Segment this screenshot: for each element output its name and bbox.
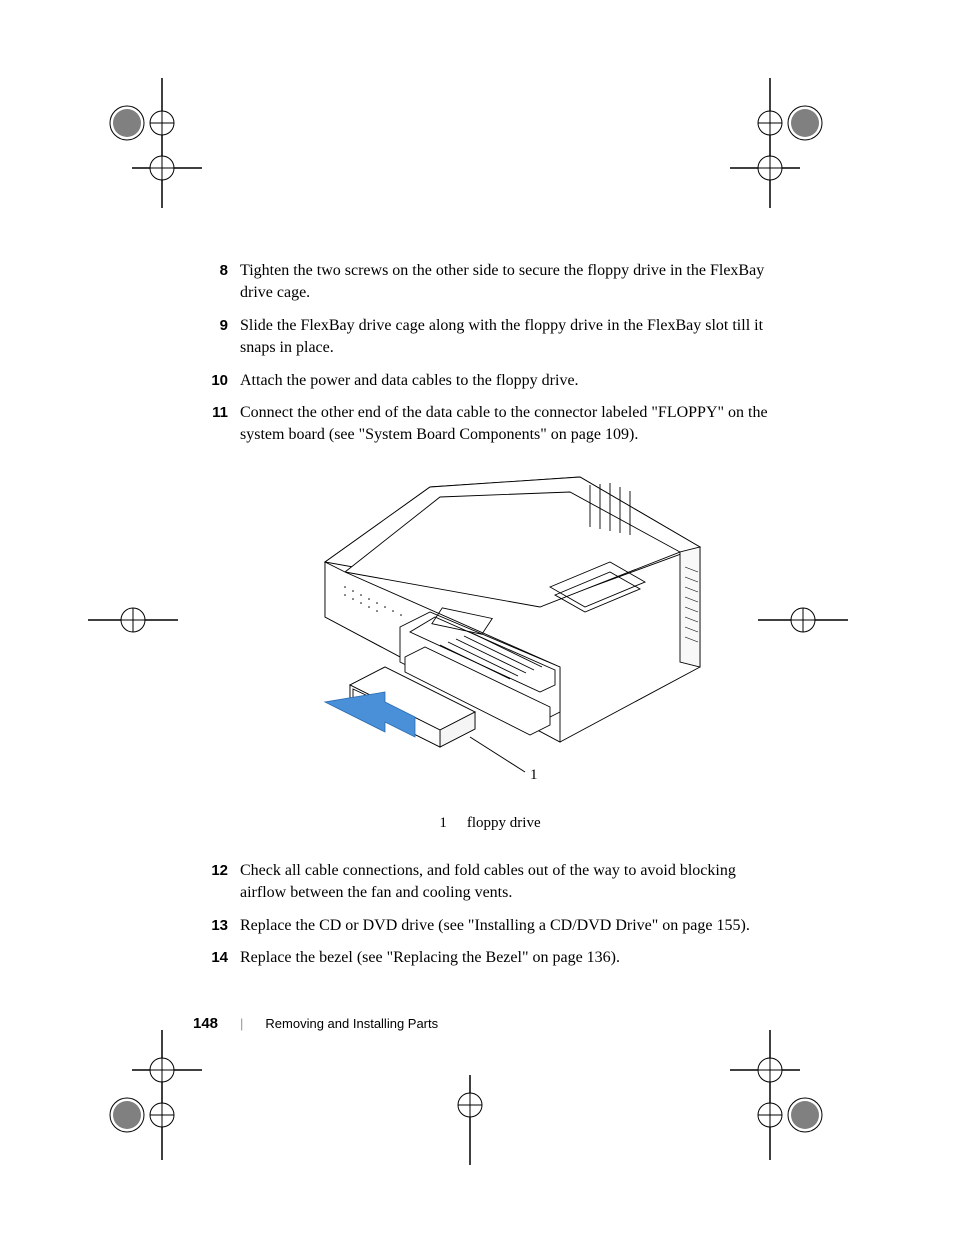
step-text: Check all cable connections, and fold ca… — [240, 860, 770, 905]
step-number: 13 — [210, 915, 240, 937]
cropmark-bc — [440, 1075, 500, 1165]
step-number: 12 — [210, 860, 240, 905]
step-11: 11 Connect the other end of the data cab… — [210, 402, 770, 447]
step-text: Replace the bezel (see "Replacing the Be… — [240, 947, 770, 969]
step-8: 8 Tighten the two screws on the other si… — [210, 260, 770, 305]
diagram-leader-label: 1 — [530, 767, 538, 783]
page-number: 148 — [193, 1015, 218, 1032]
callout-number: 1 — [439, 815, 447, 832]
step-number: 8 — [210, 260, 240, 305]
cropmark-ml — [88, 590, 178, 650]
footer-separator: | — [240, 1016, 243, 1031]
section-title: Removing and Installing Parts — [265, 1016, 438, 1031]
step-text: Slide the FlexBay drive cage along with … — [240, 315, 770, 360]
diagram-callout: 1 floppy drive — [210, 815, 770, 832]
cropmark-bl — [72, 1030, 202, 1160]
step-14: 14 Replace the bezel (see "Replacing the… — [210, 947, 770, 969]
step-12: 12 Check all cable connections, and fold… — [210, 860, 770, 905]
step-number: 9 — [210, 315, 240, 360]
step-text: Replace the CD or DVD drive (see "Instal… — [240, 915, 770, 937]
step-9: 9 Slide the FlexBay drive cage along wit… — [210, 315, 770, 360]
step-text: Attach the power and data cables to the … — [240, 370, 770, 392]
step-text: Tighten the two screws on the other side… — [240, 260, 770, 305]
cropmark-tr — [730, 78, 860, 208]
step-number: 10 — [210, 370, 240, 392]
step-text: Connect the other end of the data cable … — [240, 402, 770, 447]
page-body: 8 Tighten the two screws on the other si… — [210, 260, 770, 979]
step-13: 13 Replace the CD or DVD drive (see "Ins… — [210, 915, 770, 937]
callout-label: floppy drive — [467, 815, 541, 832]
floppy-drive-diagram: 1 — [250, 467, 810, 797]
step-number: 11 — [210, 402, 240, 447]
page-footer: 148 | Removing and Installing Parts — [193, 1015, 438, 1032]
step-number: 14 — [210, 947, 240, 969]
cropmark-tl — [72, 78, 202, 208]
cropmark-br — [730, 1030, 860, 1160]
step-10: 10 Attach the power and data cables to t… — [210, 370, 770, 392]
